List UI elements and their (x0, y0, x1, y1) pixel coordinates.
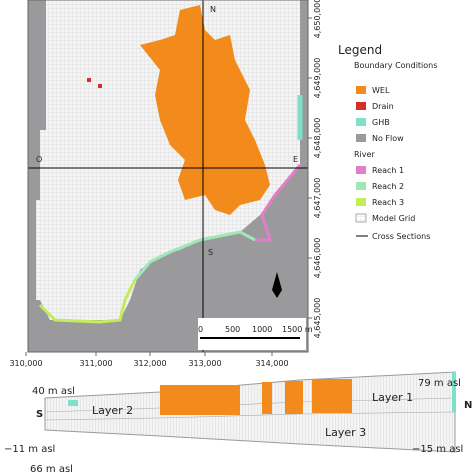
scale-label: 1500 m (282, 325, 313, 334)
section-label: S (208, 248, 213, 257)
cross-section: 40 m asl S Layer 2 −11 m asl 79 m asl La… (4, 371, 472, 474)
reach-1 (255, 164, 302, 242)
legend-item: Reach 1 (372, 166, 404, 175)
legend-subtitle: Boundary Conditions (354, 61, 437, 70)
x-tick-label: 311,000 (79, 359, 112, 368)
legend-box (332, 40, 472, 250)
no-flow (300, 0, 308, 165)
legend-item: Reach 2 (372, 182, 404, 191)
scale-box (198, 318, 306, 350)
legend-item: WEL (372, 86, 390, 95)
legend-title: Legend (338, 43, 382, 57)
legend-swatch (356, 86, 366, 94)
elevation-label: 40 m asl (32, 386, 75, 397)
elevation-label: 79 m asl (418, 378, 461, 389)
drain (87, 78, 91, 82)
scale-label: 500 (225, 325, 240, 334)
legend-item: GHB (372, 118, 390, 127)
legend-item: Model Grid (372, 214, 415, 223)
no-flow (28, 0, 46, 300)
map: O E S N 0 500 1000 1500 m (27, 0, 313, 353)
wel-cells (312, 379, 352, 413)
scale-label: 0 (198, 325, 203, 334)
map-border (27, 0, 309, 353)
legend-item: No Flow (372, 134, 404, 143)
section-end: S (36, 409, 43, 420)
drain (98, 84, 102, 88)
legend: Legend Boundary Conditions WEL Drain GHB… (332, 40, 472, 250)
layer-label: Layer 1 (372, 391, 413, 404)
no-flow (28, 160, 308, 352)
legend-swatch (356, 102, 366, 110)
section-label: E (293, 155, 298, 164)
y-tick-label: 4,646,000 (313, 238, 322, 279)
ghb (68, 400, 78, 406)
wel-cells (160, 385, 240, 415)
y-ticks: 4,650,000 4,649,000 4,648,000 4,647,000 4,64… (308, 0, 322, 338)
elevation-label: −11 m asl (4, 444, 55, 455)
scale-label: 1000 (252, 325, 272, 334)
layer-label: Layer 3 (325, 426, 366, 439)
y-tick-label: 4,649,000 (313, 58, 322, 99)
legend-swatch (356, 118, 366, 126)
wel-cells (262, 382, 272, 414)
x-tick-label: 314,000 (255, 359, 288, 368)
section-label: N (210, 5, 216, 14)
y-tick-label: 4,648,000 (313, 118, 322, 159)
elevation-label: −15 m asl (412, 444, 463, 455)
legend-swatch (356, 198, 366, 206)
section-label: O (36, 155, 42, 164)
elevation-label: 66 m asl (30, 464, 73, 474)
x-ticks: 310,000 311,000 312,000 313,000 314,000 (9, 352, 289, 368)
wel-cells (285, 381, 303, 414)
reach-3 (38, 279, 137, 324)
x-tick-label: 313,000 (188, 359, 221, 368)
north-arrow (272, 272, 282, 298)
y-tick-label: 4,650,000 (313, 0, 322, 38)
reach-2 (133, 230, 256, 281)
section-end: N (464, 400, 472, 411)
x-tick-label: 312,000 (133, 359, 166, 368)
legend-swatch (356, 166, 366, 174)
y-tick-label: 4,647,000 (313, 178, 322, 219)
section-grid (45, 372, 455, 452)
legend-item: Reach 3 (372, 198, 404, 207)
x-tick-label: 310,000 (9, 359, 42, 368)
legend-heading: River (354, 150, 375, 159)
legend-item: Drain (372, 102, 394, 111)
legend-swatch (356, 182, 366, 190)
legend-swatch (355, 213, 367, 223)
wel-area (140, 5, 270, 215)
layer-label: Layer 2 (92, 404, 133, 417)
ghb (452, 372, 456, 412)
y-tick-label: 4,645,000 (313, 298, 322, 339)
legend-swatch (356, 134, 366, 142)
legend-item: Cross Sections (372, 232, 430, 241)
